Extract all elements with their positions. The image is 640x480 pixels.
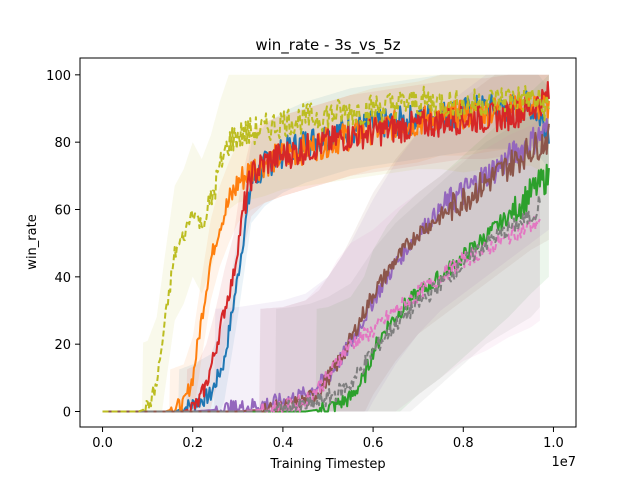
x-tick-label: 0.8 xyxy=(453,436,474,451)
chart-title: win_rate - 3s_vs_5z xyxy=(255,36,400,55)
x-tick-label: 0.6 xyxy=(363,436,384,451)
y-tick-label: 80 xyxy=(54,136,71,151)
y-axis-ticks: 0 20 40 60 80 100 xyxy=(46,69,80,421)
series-band-4 xyxy=(102,74,549,412)
series-band-8 xyxy=(102,105,540,412)
series-band-5 xyxy=(102,74,549,412)
x-tick-label: 0.2 xyxy=(182,436,203,451)
x-axis-label: Training Timestep xyxy=(269,457,385,472)
series-band-6 xyxy=(102,74,549,412)
x-axis-offset-label: 1e7 xyxy=(551,455,576,470)
x-tick-label: 1.0 xyxy=(543,436,564,451)
series-band-9 xyxy=(102,74,549,412)
series-band-7 xyxy=(102,118,540,412)
series-line-8 xyxy=(102,194,541,413)
x-tick-label: 0.0 xyxy=(92,436,113,451)
y-tick-label: 20 xyxy=(54,338,71,353)
plot-frame xyxy=(79,57,577,428)
y-tick-label: 0 xyxy=(63,406,71,421)
y-tick-label: 100 xyxy=(46,69,71,84)
y-axis-label: win_rate xyxy=(25,214,40,269)
series-lines xyxy=(102,81,550,413)
x-axis-ticks: 0.0 0.2 0.4 0.6 0.8 1.0 xyxy=(92,427,564,451)
series-band-3 xyxy=(102,74,549,412)
y-tick-label: 60 xyxy=(54,204,71,219)
series-line-9 xyxy=(102,85,550,413)
x-tick-label: 0.4 xyxy=(273,436,294,451)
y-tick-label: 40 xyxy=(54,271,71,286)
